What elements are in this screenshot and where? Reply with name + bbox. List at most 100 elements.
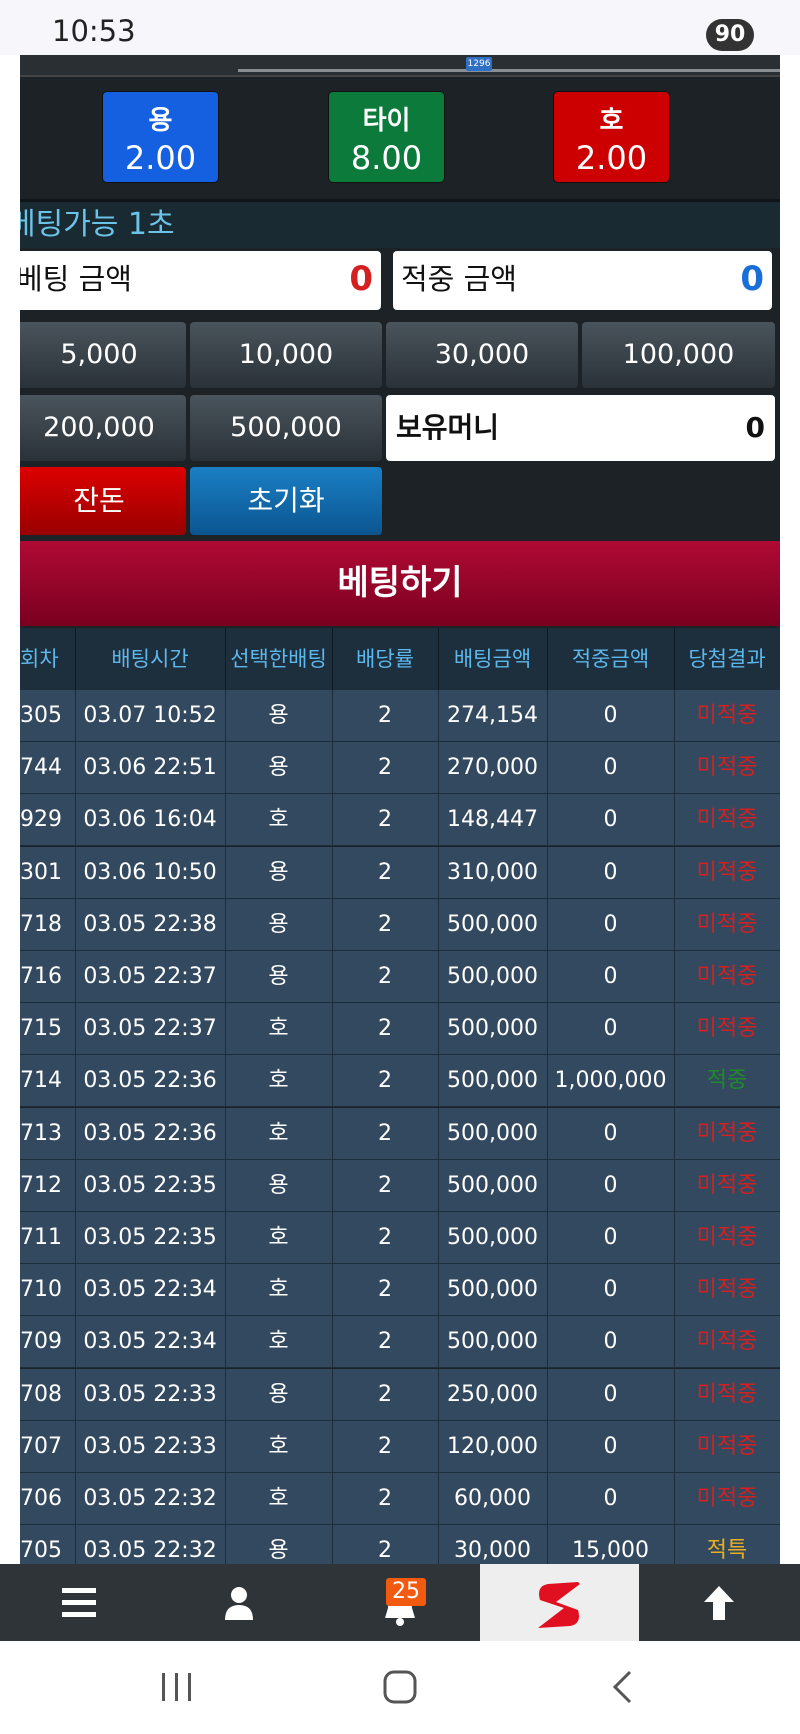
table-row: 712 03.05 22:35 용 2 500,000 0 미적중	[20, 1159, 780, 1212]
logo-tab[interactable]	[480, 1564, 639, 1641]
menu-icon[interactable]	[62, 1588, 96, 1618]
table-cell: 용	[225, 1525, 333, 1564]
table-cell: 용	[225, 846, 333, 898]
back-button[interactable]	[610, 1669, 636, 1705]
table-cell: 03.05 22:37	[75, 1003, 226, 1055]
table-cell: 호	[225, 1107, 333, 1159]
table-cell: 호	[225, 1003, 333, 1055]
table-cell: 270,000	[438, 742, 548, 794]
column-header: 적중금액	[547, 628, 675, 690]
table-cell: 0	[547, 951, 675, 1002]
table-cell: 2	[332, 794, 439, 846]
table-cell: 0	[547, 1264, 675, 1316]
column-header: 당첨결과	[674, 628, 780, 690]
odds-button[interactable]: 타이 8.00	[329, 92, 444, 182]
table-cell: 715	[20, 1003, 76, 1055]
system-nav	[0, 1641, 800, 1734]
table-cell: 500,000	[438, 1316, 548, 1368]
progress-marker: 1296	[466, 57, 492, 71]
table-cell: 500,000	[438, 898, 548, 950]
table-cell: 03.05 22:36	[75, 1107, 226, 1159]
table-cell: 500,000	[438, 1264, 548, 1316]
recents-button[interactable]	[160, 1671, 194, 1703]
table-cell: 0	[547, 1212, 675, 1263]
table-cell: 708	[20, 1368, 76, 1420]
odds-button[interactable]: 호 2.00	[554, 92, 669, 182]
table-cell: 0	[547, 1159, 675, 1211]
table-cell: 03.06 10:50	[75, 846, 226, 898]
table-cell: 710	[20, 1264, 76, 1316]
table-cell: 310,000	[438, 846, 548, 898]
table-cell: 500,000	[438, 1055, 548, 1107]
table-cell: 03.06 16:04	[75, 794, 226, 846]
table-cell: 미적중	[674, 899, 780, 950]
table-cell: 용	[225, 898, 333, 950]
change-button[interactable]: 잔돈	[20, 467, 186, 535]
table-cell: 500,000	[438, 1212, 548, 1263]
table-row: 710 03.05 22:34 호 2 500,000 0 미적중	[20, 1264, 780, 1317]
bet-amount-value: 0	[349, 259, 373, 299]
chip-button[interactable]: 10,000	[190, 322, 382, 388]
chip-button[interactable]: 100,000	[582, 322, 775, 388]
table-cell: 2	[332, 1107, 439, 1159]
table-cell: 714	[20, 1055, 76, 1107]
reset-button[interactable]: 초기화	[190, 467, 382, 535]
table-cell: 03.07 10:52	[75, 690, 226, 741]
table-row: 716 03.05 22:37 용 2 500,000 0 미적중	[20, 951, 780, 1003]
table-row: 705 03.05 22:32 용 2 30,000 15,000 적특	[20, 1525, 780, 1564]
progress-track	[238, 69, 780, 72]
table-cell: 0	[547, 1368, 675, 1420]
table-cell: 0	[547, 846, 675, 898]
table-row: 718 03.05 22:38 용 2 500,000 0 미적중	[20, 898, 780, 951]
table-cell: 용	[225, 1368, 333, 1420]
bet-amount-label: 베팅 금액	[20, 262, 132, 296]
chip-button[interactable]: 500,000	[190, 395, 382, 461]
table-cell: 500,000	[438, 951, 548, 1002]
home-button[interactable]	[382, 1669, 418, 1705]
table-cell: 미적중	[674, 742, 780, 793]
table-cell: 705	[20, 1525, 76, 1564]
table-cell: 706	[20, 1473, 76, 1524]
table-cell: 미적중	[674, 690, 780, 741]
table-row: 929 03.06 16:04 호 2 148,447 0 미적중	[20, 794, 780, 847]
balance-label: 보유머니	[396, 411, 500, 444]
table-cell: 500,000	[438, 1107, 548, 1159]
table-cell: 용	[225, 690, 333, 741]
table-cell: 0	[547, 1107, 675, 1159]
win-amount: 적중 금액 0	[393, 251, 772, 310]
column-header: 배팅금액	[438, 628, 548, 690]
table-cell: 미적중	[674, 951, 780, 1002]
scroll-top-icon[interactable]	[702, 1584, 736, 1622]
table-cell: 03.05 22:38	[75, 898, 226, 950]
chip-button[interactable]: 30,000	[386, 322, 578, 388]
place-bet-button[interactable]: 베팅하기	[20, 541, 780, 626]
table-row: 707 03.05 22:33 호 2 120,000 0 미적중	[20, 1420, 780, 1473]
table-cell: 미적중	[674, 1212, 780, 1263]
table-cell: 미적중	[674, 1369, 780, 1420]
chip-button[interactable]: 5,000	[20, 322, 186, 388]
table-cell: 500,000	[438, 1003, 548, 1055]
table-cell: 2	[332, 951, 439, 1002]
table-cell: 712	[20, 1159, 76, 1211]
table-cell: 0	[547, 1473, 675, 1524]
table-row: 305 03.07 10:52 용 2 274,154 0 미적중	[20, 690, 780, 742]
balance-value: 0	[745, 411, 765, 444]
table-cell: 0	[547, 690, 675, 741]
table-cell: 용	[225, 742, 333, 794]
odds-value: 2.00	[575, 139, 648, 177]
chip-button[interactable]: 200,000	[20, 395, 186, 461]
table-row: 301 03.06 10:50 용 2 310,000 0 미적중	[20, 846, 780, 899]
table-cell: 호	[225, 794, 333, 846]
table-cell: 120,000	[438, 1420, 548, 1472]
clock: 10:53	[52, 14, 136, 48]
table-cell: 미적중	[674, 1264, 780, 1315]
table-cell: 301	[20, 846, 76, 898]
odds-value: 8.00	[350, 139, 423, 177]
column-header: 선택한배팅	[225, 628, 333, 690]
battery: 90	[706, 19, 754, 51]
win-amount-value: 0	[740, 259, 764, 299]
user-icon[interactable]	[224, 1586, 254, 1620]
table-cell: 03.05 22:32	[75, 1525, 226, 1564]
table-cell: 03.05 22:36	[75, 1055, 226, 1107]
odds-button[interactable]: 용 2.00	[103, 92, 218, 182]
